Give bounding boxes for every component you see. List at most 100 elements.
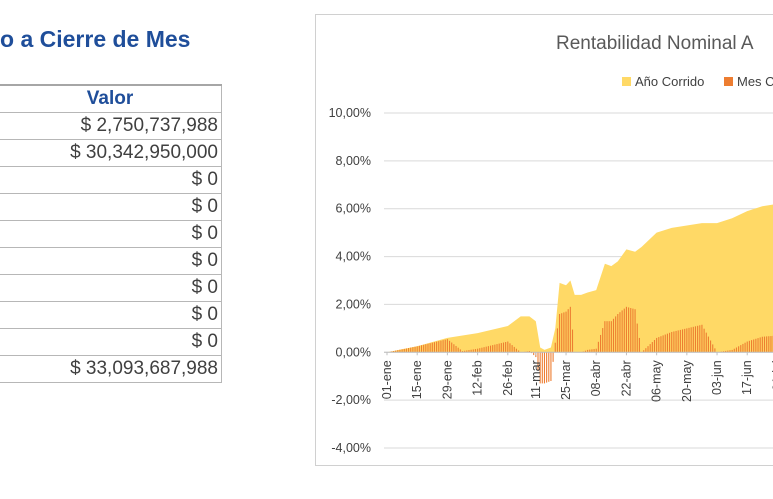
bar-mes-corrido [632, 308, 634, 353]
bar-mes-corrido [412, 347, 414, 353]
bar-mes-corrido [444, 339, 446, 353]
bar-mes-corrido [645, 348, 647, 353]
bar-mes-corrido [636, 323, 638, 353]
bar-mes-corrido [649, 344, 651, 353]
bar-mes-corrido [429, 343, 431, 353]
x-tick-label: 01-ene [380, 360, 394, 399]
table-row: $ 2,750,737,988 [0, 112, 222, 140]
bar-mes-corrido [554, 342, 556, 353]
bar-mes-corrido [537, 352, 539, 371]
table-row: $ 0 [0, 274, 222, 302]
bar-mes-corrido [397, 350, 399, 353]
x-tick-label: 26-feb [501, 360, 515, 395]
bar-mes-corrido [438, 341, 440, 353]
table-row: $ 0 [0, 328, 222, 356]
bar-mes-corrido [416, 346, 418, 353]
bar-mes-corrido [440, 340, 442, 353]
bar-mes-corrido [502, 342, 505, 353]
bar-mes-corrido [602, 328, 604, 353]
bar-mes-corrido [675, 330, 677, 353]
bar-mes-corrido [619, 312, 621, 353]
bar-mes-corrido [464, 350, 466, 353]
bar-mes-corrido [604, 321, 606, 353]
bar-mes-corrido [744, 342, 746, 353]
value-cell: $ 0 [0, 247, 222, 275]
value-table: Valor $ 2,750,737,988 $ 30,342,950,000 $… [0, 84, 222, 383]
bar-mes-corrido [751, 340, 753, 353]
bar-mes-corrido [656, 337, 658, 353]
value-cell: $ 0 [0, 274, 222, 302]
bar-mes-corrido [492, 345, 494, 353]
bar-mes-corrido [569, 306, 571, 353]
bar-mes-corrido [684, 328, 686, 353]
bar-mes-corrido [664, 334, 666, 353]
bar-mes-corrido [610, 321, 612, 353]
bar-mes-corrido [666, 333, 668, 353]
bar-mes-corrido [591, 349, 593, 353]
bar-mes-corrido [731, 349, 733, 353]
bar-mes-corrido [647, 346, 649, 353]
bar-mes-corrido [477, 348, 479, 353]
bar-mes-corrido [571, 329, 574, 353]
bar-mes-corrido [733, 348, 735, 353]
bar-mes-corrido [507, 341, 509, 353]
bar-mes-corrido [671, 331, 673, 353]
bar-mes-corrido [392, 351, 395, 353]
bar-mes-corrido [401, 349, 403, 353]
bar-mes-corrido [533, 352, 535, 356]
bar-mes-corrido [699, 325, 701, 353]
value-cell: $ 0 [0, 328, 222, 356]
bar-mes-corrido [669, 332, 671, 353]
bar-mes-corrido [563, 312, 565, 353]
bar-mes-corrido [690, 327, 692, 353]
bar-mes-corrido [714, 348, 716, 353]
x-tick-label: 11-mar [529, 360, 543, 399]
bar-mes-corrido [768, 336, 770, 353]
bar-mes-corrido [543, 352, 546, 384]
bar-mes-corrido [414, 346, 416, 353]
bar-mes-corrido [481, 347, 483, 353]
bar-mes-corrido [420, 345, 423, 353]
bar-mes-corrido [735, 347, 738, 353]
bar-mes-corrido [498, 343, 500, 353]
bar-mes-corrido [761, 336, 763, 353]
legend-swatch-mes-corrido [724, 77, 733, 86]
bar-mes-corrido [658, 337, 660, 353]
bar-mes-corrido [651, 342, 653, 353]
bar-mes-corrido [755, 338, 757, 353]
legend-label-mes-corrido: Mes Corrido [737, 74, 773, 89]
x-tick-label: 08-abr [589, 360, 603, 396]
bar-mes-corrido [453, 344, 455, 353]
bar-mes-corrido [759, 337, 761, 353]
bar-mes-corrido [513, 346, 515, 353]
bar-mes-corrido [425, 344, 427, 353]
bar-mes-corrido [729, 350, 731, 353]
bar-mes-corrido [692, 326, 694, 353]
value-cell: $ 0 [0, 220, 222, 248]
y-tick-label: 0,00% [336, 345, 371, 359]
bar-mes-corrido [541, 352, 543, 384]
bar-mes-corrido [766, 336, 768, 353]
bar-mes-corrido [431, 342, 433, 353]
x-tick-label: 25-mar [559, 360, 573, 400]
y-tick-label: 2,00% [336, 297, 371, 311]
bar-mes-corrido [662, 335, 664, 353]
bar-mes-corrido [423, 344, 425, 353]
bar-mes-corrido [660, 336, 662, 353]
bar-mes-corrido [403, 348, 405, 353]
bar-mes-corrido [725, 350, 727, 353]
x-tick-label: 06-may [650, 360, 664, 402]
bar-mes-corrido [740, 345, 742, 353]
bar-mes-corrido [628, 307, 630, 353]
chart-area: Rentabilidad Nominal A Año Corrido Mes Cor… [315, 14, 773, 466]
bar-mes-corrido [677, 330, 679, 353]
bar-mes-corrido [701, 324, 703, 353]
area-series-ano-corrido [387, 204, 773, 353]
bar-mes-corrido [505, 342, 507, 353]
table-row: $ 0 [0, 247, 222, 275]
bar-mes-corrido [509, 343, 511, 353]
bar-mes-corrido [548, 352, 550, 382]
x-tick-label: 20-may [680, 360, 694, 402]
bar-mes-corrido [472, 349, 474, 353]
bar-mes-corrido [427, 343, 429, 353]
